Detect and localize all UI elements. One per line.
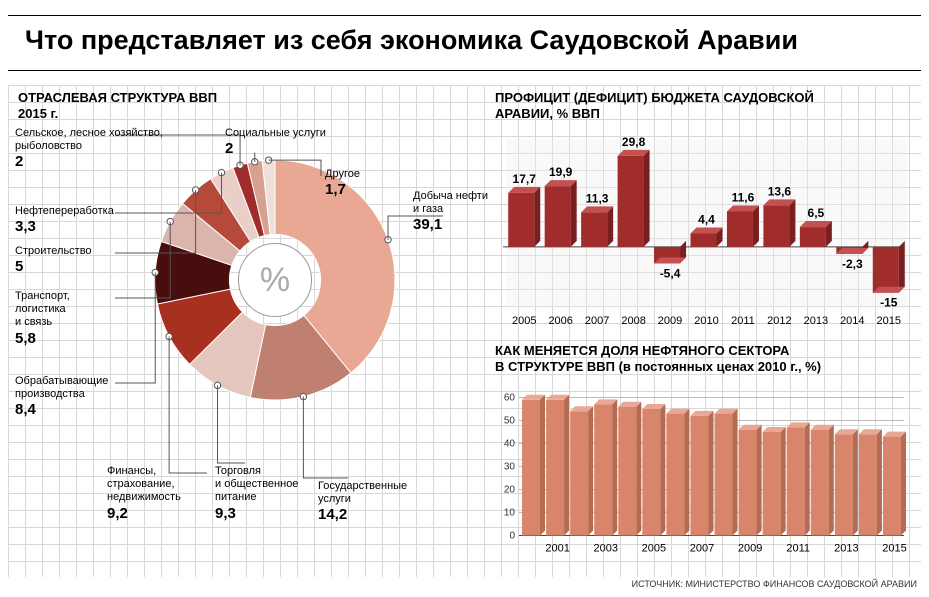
svg-text:11,3: 11,3 [586,191,609,205]
oil-title: КАК МЕНЯЕТСЯ ДОЛЯ НЕФТЯНОГО СЕКТОРА В СТ… [495,343,821,376]
svg-text:2010: 2010 [694,315,718,327]
donut-label: Социальные услуги2 [225,127,326,158]
svg-text:2011: 2011 [731,315,755,327]
svg-text:2001: 2001 [545,543,569,555]
budget-title: ПРОФИЦИТ (ДЕФИЦИТ) БЮДЖЕТА САУДОВСКОЙ АР… [495,90,814,123]
svg-text:2006: 2006 [548,315,572,327]
svg-text:4,4: 4,4 [698,212,715,226]
donut-label: Другое1,7 [325,168,360,199]
svg-text:2009: 2009 [738,543,762,555]
svg-text:20: 20 [504,485,516,496]
page-title: Что представляет из себя экономика Саудо… [25,25,798,56]
svg-text:2011: 2011 [786,543,810,555]
svg-text:30: 30 [504,462,516,473]
svg-text:2015: 2015 [877,315,901,327]
donut-title: ОТРАСЛЕВАЯ СТРУКТУРА ВВП 2015 г. [18,90,217,123]
donut-label: Строительство5 [15,245,92,276]
svg-text:13,6: 13,6 [768,184,792,198]
donut-chart: % [145,150,405,410]
budget-bar-chart: 17,7 2005 19,9 2006 11,3 2007 29,8 2008 -5,4 2009… [495,130,910,330]
svg-text:2005: 2005 [512,315,536,327]
svg-text:2013: 2013 [804,315,828,327]
svg-text:2008: 2008 [621,315,645,327]
donut-label: Добыча нефтии газа39,1 [413,190,488,234]
svg-text:2012: 2012 [767,315,791,327]
svg-text:6,5: 6,5 [808,206,825,220]
donut-label: Транспорт,логистикаи связь5,8 [15,290,70,348]
donut-title-l1: ОТРАСЛЕВАЯ СТРУКТУРА ВВП [18,90,217,105]
svg-text:2015: 2015 [882,543,906,555]
donut-label: Нефтепереработка3,3 [15,205,114,236]
svg-text:2005: 2005 [642,543,666,555]
oil-bar-chart: 0 10 20 30 40 50 60 2001 2003 2005 2007 2009 2011 201… [495,380,910,565]
donut-title-l2: 2015 г. [18,106,58,121]
donut-label: Финансы,страхование,недвижимость9,2 [107,465,181,523]
svg-text:2009: 2009 [658,315,682,327]
svg-text:0: 0 [509,531,515,542]
donut-label: Сельское, лесное хозяйство,рыболовство2 [15,127,163,171]
svg-text:-5,4: -5,4 [660,266,681,280]
svg-text:-15: -15 [880,296,898,310]
svg-text:2014: 2014 [840,315,864,327]
svg-text:50: 50 [504,416,516,427]
donut-label: Государственныеуслуги14,2 [318,480,407,524]
svg-text:29,8: 29,8 [622,135,646,149]
donut-center-symbol: % [238,243,312,317]
svg-text:10: 10 [504,508,516,519]
rule-under-title [8,70,921,71]
donut-label: Обрабатывающиепроизводства8,4 [15,375,108,419]
svg-text:60: 60 [504,393,516,404]
svg-text:2003: 2003 [593,543,617,555]
donut-label: Торговляи общественноепитание9,3 [215,465,298,523]
svg-text:11,6: 11,6 [732,190,755,204]
svg-text:-2,3: -2,3 [842,257,863,271]
svg-text:19,9: 19,9 [549,165,573,179]
svg-text:2013: 2013 [834,543,858,555]
svg-text:2007: 2007 [585,315,609,327]
rule-top [8,15,921,16]
source-text: ИСТОЧНИК: МИНИСТЕРСТВО ФИНАНСОВ САУДОВСК… [632,579,917,589]
svg-text:2007: 2007 [690,543,714,555]
svg-text:17,7: 17,7 [513,172,537,186]
svg-text:40: 40 [504,439,516,450]
